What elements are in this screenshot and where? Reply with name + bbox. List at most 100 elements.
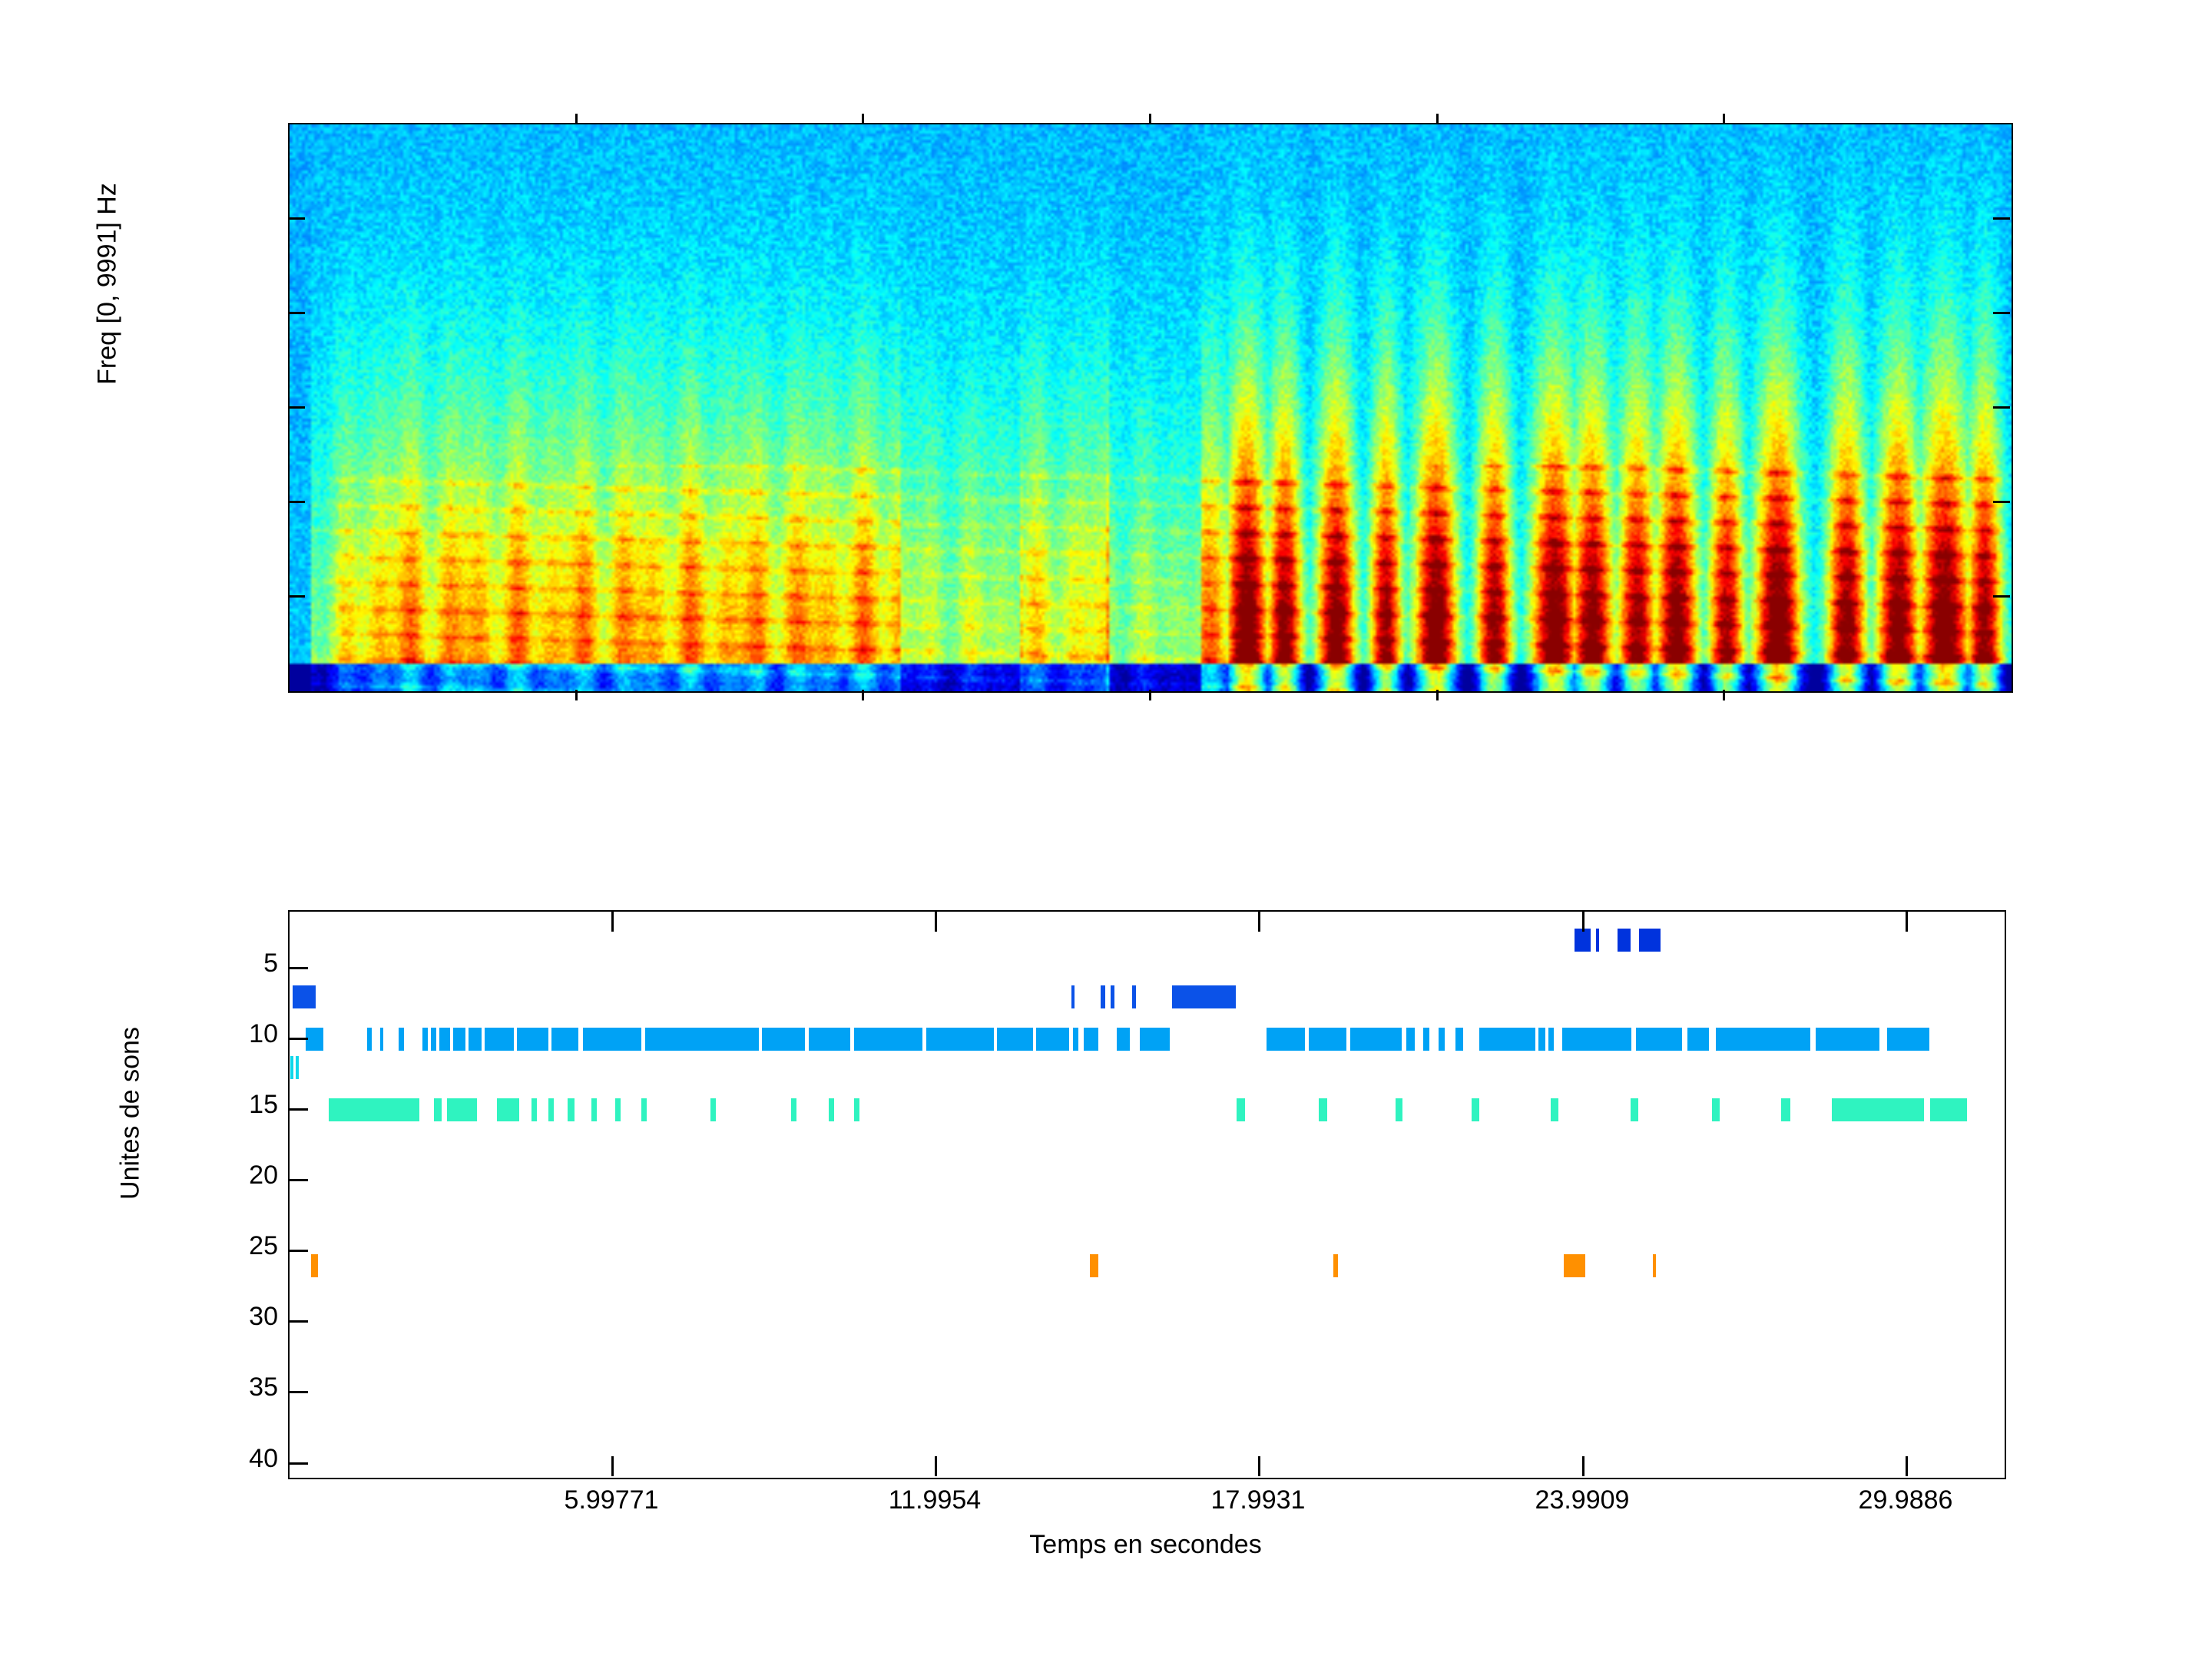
sound-unit-segment <box>997 1027 1033 1051</box>
units-y-tick <box>290 1250 308 1252</box>
sound-units-plot-area <box>290 912 2005 1478</box>
sound-unit-segment <box>1715 1027 1811 1051</box>
units-y-tick <box>290 1320 308 1323</box>
spectrogram-y-tick <box>1993 217 2010 220</box>
sound-unit-segment <box>1638 928 1661 952</box>
sound-unit-segment <box>1071 985 1075 1008</box>
spectrogram-x-tick <box>1723 114 1725 124</box>
sound-unit-segment <box>379 1027 384 1051</box>
units-x-tick-label: 11.9954 <box>888 1485 982 1515</box>
sound-unit-segment <box>1406 1027 1415 1051</box>
sound-unit-segment <box>1309 1027 1347 1051</box>
sound-unit-segment <box>1333 1253 1339 1277</box>
units-x-tick <box>1906 912 1908 932</box>
sound-unit-segment <box>1090 1253 1099 1277</box>
sound-unit-segment <box>531 1098 537 1121</box>
sound-unit-segment <box>1538 1027 1545 1051</box>
sound-unit-segment <box>290 1055 294 1079</box>
spectrogram-x-tick <box>575 690 578 700</box>
units-y-tick-label: 15 <box>249 1090 278 1119</box>
sound-unit-segment <box>853 1027 923 1051</box>
units-x-tick <box>935 1456 937 1476</box>
units-y-tick-label: 25 <box>249 1231 278 1260</box>
spectrogram-y-tick <box>1993 595 2010 598</box>
sound-unit-segment <box>1479 1027 1536 1051</box>
sound-unit-segment <box>1687 1027 1710 1051</box>
spectrogram-y-tick <box>1993 406 2010 409</box>
sound-unit-segment <box>641 1098 647 1121</box>
units-y-axis-label: Unites de sons <box>115 1027 145 1200</box>
spectrogram-y-tick <box>288 501 305 503</box>
sound-unit-segment <box>430 1027 436 1051</box>
sound-unit-segment <box>1595 928 1599 952</box>
sound-unit-segment <box>568 1098 575 1121</box>
sound-unit-segment <box>551 1027 579 1051</box>
spectrogram-y-tick <box>288 595 305 598</box>
spectrogram-x-tick <box>1149 114 1151 124</box>
sound-unit-segment <box>434 1098 442 1121</box>
sound-unit-segment <box>548 1098 555 1121</box>
sound-unit-segment <box>1139 1027 1170 1051</box>
sound-unit-segment <box>1101 985 1105 1008</box>
sound-unit-segment <box>453 1027 465 1051</box>
units-x-tick <box>1906 1456 1908 1476</box>
units-x-tick <box>1258 1456 1260 1476</box>
spectrogram-y-tick <box>288 312 305 314</box>
units-y-tick-label: 20 <box>249 1161 278 1190</box>
spectrogram-x-tick <box>575 114 578 124</box>
sound-units-panel <box>288 910 2006 1479</box>
sound-unit-segment <box>1548 1027 1554 1051</box>
sound-unit-segment <box>645 1027 759 1051</box>
spectrogram-y-tick <box>288 217 305 220</box>
units-y-tick <box>290 1179 308 1181</box>
sound-unit-segment <box>1318 1098 1328 1121</box>
sound-unit-segment <box>762 1027 806 1051</box>
sound-unit-segment <box>1712 1098 1720 1121</box>
units-x-tick <box>1258 912 1260 932</box>
sound-unit-segment <box>791 1098 797 1121</box>
sound-unit-segment <box>517 1027 549 1051</box>
sound-unit-segment <box>926 1027 995 1051</box>
sound-unit-segment <box>306 1027 323 1051</box>
sound-unit-segment <box>591 1098 598 1121</box>
sound-unit-segment <box>1267 1027 1305 1051</box>
sound-unit-segment <box>1886 1027 1929 1051</box>
sound-unit-segment <box>1035 1027 1070 1051</box>
sound-unit-segment <box>1574 928 1591 952</box>
spectrogram-panel <box>288 123 2013 693</box>
sound-unit-segment <box>1816 1027 1880 1051</box>
sound-unit-segment <box>1131 985 1137 1008</box>
spectrogram-x-tick <box>862 114 864 124</box>
sound-unit-segment <box>582 1027 641 1051</box>
units-y-tick <box>290 1462 308 1465</box>
units-x-tick <box>935 912 937 932</box>
sound-unit-segment <box>1563 1253 1585 1277</box>
sound-unit-segment <box>1630 1098 1638 1121</box>
units-y-tick-label: 5 <box>263 949 278 978</box>
sound-unit-segment <box>1562 1027 1632 1051</box>
units-y-tick-label: 10 <box>249 1019 278 1048</box>
sound-unit-segment <box>615 1098 621 1121</box>
spectrogram-y-tick <box>1993 501 2010 503</box>
sound-unit-segment <box>1781 1098 1790 1121</box>
sound-unit-segment <box>1423 1027 1430 1051</box>
sound-unit-segment <box>1942 1098 1951 1121</box>
sound-unit-segment <box>1083 1027 1099 1051</box>
sound-unit-segment <box>1438 1027 1445 1051</box>
sound-unit-segment <box>1237 1098 1246 1121</box>
spectrogram-y-axis-label: Freq [0, 9991] Hz <box>92 183 122 385</box>
sound-unit-segment <box>853 1098 859 1121</box>
sound-unit-segment <box>296 1055 300 1079</box>
spectrogram-y-tick <box>288 406 305 409</box>
sound-unit-segment <box>311 1253 318 1277</box>
units-x-tick-label: 23.9909 <box>1535 1485 1630 1515</box>
spectrogram-x-tick <box>1149 690 1151 700</box>
units-x-tick-label: 5.99771 <box>564 1485 659 1515</box>
units-y-tick <box>290 967 308 969</box>
sound-unit-segment <box>422 1027 428 1051</box>
sound-unit-segment <box>1455 1027 1463 1051</box>
spectrogram-image <box>290 124 2012 691</box>
sound-unit-segment <box>398 1027 404 1051</box>
sound-unit-segment <box>439 1027 451 1051</box>
sound-unit-segment <box>1110 985 1115 1008</box>
